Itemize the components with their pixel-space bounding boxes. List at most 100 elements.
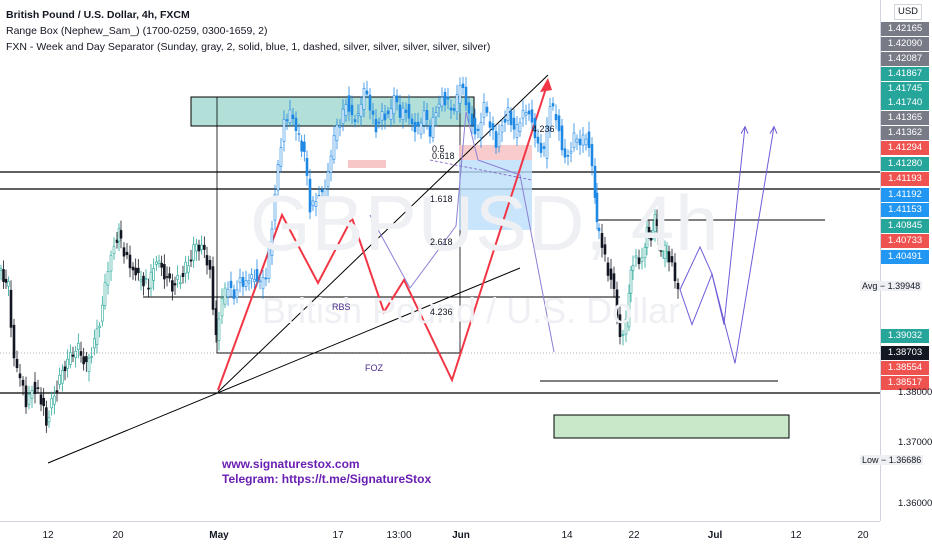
candle-body xyxy=(482,102,486,118)
candle-body xyxy=(618,314,622,337)
candle-body xyxy=(676,283,680,290)
price-tag: 1.41294 xyxy=(881,141,929,155)
candle-body xyxy=(7,280,10,287)
chart-canvas[interactable] xyxy=(0,0,880,521)
candle-body xyxy=(189,259,193,262)
candle-body xyxy=(232,289,236,299)
xtick-14: 14 xyxy=(561,530,573,541)
candle-body xyxy=(294,117,298,131)
candle-body xyxy=(476,128,480,131)
price-tag: 1.41365 xyxy=(881,111,929,125)
candle-body xyxy=(267,246,271,279)
candle-body xyxy=(264,277,268,280)
candle-body xyxy=(554,114,558,121)
candle-body xyxy=(380,111,384,121)
projection-arrow-2 xyxy=(769,125,778,134)
candle-body xyxy=(179,282,182,285)
candle-body xyxy=(276,164,280,191)
candle-body xyxy=(253,279,256,282)
candle-body xyxy=(569,150,573,154)
candle-body xyxy=(144,278,148,280)
chart-title[interactable]: British Pound / U.S. Dollar, 4h, FXCM xyxy=(6,9,190,21)
candle-body xyxy=(655,219,659,227)
candle-body xyxy=(524,112,528,116)
candle-body xyxy=(332,135,336,160)
candle-body xyxy=(356,113,360,116)
candle-body xyxy=(612,273,616,289)
fib-label-4.236-mid: 4.236 xyxy=(430,307,453,317)
xtick-20b: 20 xyxy=(857,530,869,541)
candle-body xyxy=(401,107,405,120)
telegram-text[interactable]: Telegram: https://t.me/SignatureStox xyxy=(222,472,432,486)
website-text[interactable]: www.signaturestox.com xyxy=(222,457,360,471)
credit-block: www.signaturestox.com Telegram: https://… xyxy=(222,457,431,487)
candle-body xyxy=(392,95,396,115)
candle-body xyxy=(467,102,471,114)
candle-body xyxy=(606,262,610,276)
candle-body xyxy=(368,94,372,111)
red-zigzag xyxy=(217,81,549,391)
candle-body xyxy=(247,280,251,284)
fib-label-0.5: 0.5 xyxy=(432,144,445,154)
candle-body xyxy=(203,244,206,250)
candle-body xyxy=(63,366,67,372)
candle-body xyxy=(593,165,597,198)
candle-body xyxy=(27,394,31,405)
price-tag: 1.38703 xyxy=(881,346,929,360)
candle-body xyxy=(171,280,174,292)
candle-body xyxy=(503,118,507,123)
candle-body xyxy=(184,261,187,274)
currency-button[interactable]: USD xyxy=(894,4,922,20)
candle-body xyxy=(422,110,426,126)
price-tag: 1.41867 xyxy=(881,67,929,81)
candle-body xyxy=(637,257,641,265)
candle-body xyxy=(2,269,5,282)
candle-body xyxy=(673,262,677,282)
candle-body xyxy=(308,178,312,213)
candle-body xyxy=(282,118,286,142)
candle-body xyxy=(458,84,462,104)
candle-body xyxy=(74,351,77,358)
tick-1.37000: 1.37000 xyxy=(898,437,932,448)
candle-body xyxy=(197,244,201,252)
candle-body xyxy=(449,107,453,111)
candle-body xyxy=(30,390,34,399)
price-tag: 1.41193 xyxy=(881,172,929,186)
candle-body xyxy=(288,109,292,123)
candle-body xyxy=(139,279,143,282)
price-tag: 1.39032 xyxy=(881,329,929,343)
candle-body xyxy=(15,358,19,369)
indicator-separator[interactable]: FXN - Week and Day Separator (Sunday, gr… xyxy=(6,41,491,53)
candle-body xyxy=(50,398,53,409)
candle-body xyxy=(464,86,468,106)
candle-body xyxy=(226,288,230,298)
candle-body xyxy=(404,109,408,113)
xtick-12: 12 xyxy=(42,530,54,541)
candle-body xyxy=(21,379,25,386)
candle-body xyxy=(479,121,483,139)
candle-body xyxy=(297,133,301,135)
candle-body xyxy=(200,244,203,250)
xtick-may: May xyxy=(209,530,229,541)
candle-body xyxy=(572,132,576,149)
candle-body xyxy=(509,111,513,126)
candle-body xyxy=(214,308,218,336)
price-tag: 1.41745 xyxy=(881,82,929,96)
candle-body xyxy=(317,195,321,200)
candle-body xyxy=(273,193,277,221)
xtick-22: 22 xyxy=(628,530,640,541)
candle-body xyxy=(106,271,110,286)
candle-body xyxy=(548,106,552,131)
indicator-range-box[interactable]: Range Box (Nephew_Sam_) (1700-0259, 0300… xyxy=(6,25,268,37)
candle-body xyxy=(71,354,75,357)
candle-body xyxy=(238,277,242,283)
watermark-symbol: GBPUSD, 4h xyxy=(250,179,720,267)
chart-legend: British Pound / U.S. Dollar, 4h, FXCM Ra… xyxy=(6,7,490,55)
candle-body xyxy=(578,138,582,146)
time-axis[interactable] xyxy=(0,521,880,551)
candle-body xyxy=(45,407,48,426)
candle-body xyxy=(101,304,104,322)
price-tag: 1.42087 xyxy=(881,52,929,66)
candle-body xyxy=(125,251,129,255)
candle-body xyxy=(261,277,265,290)
